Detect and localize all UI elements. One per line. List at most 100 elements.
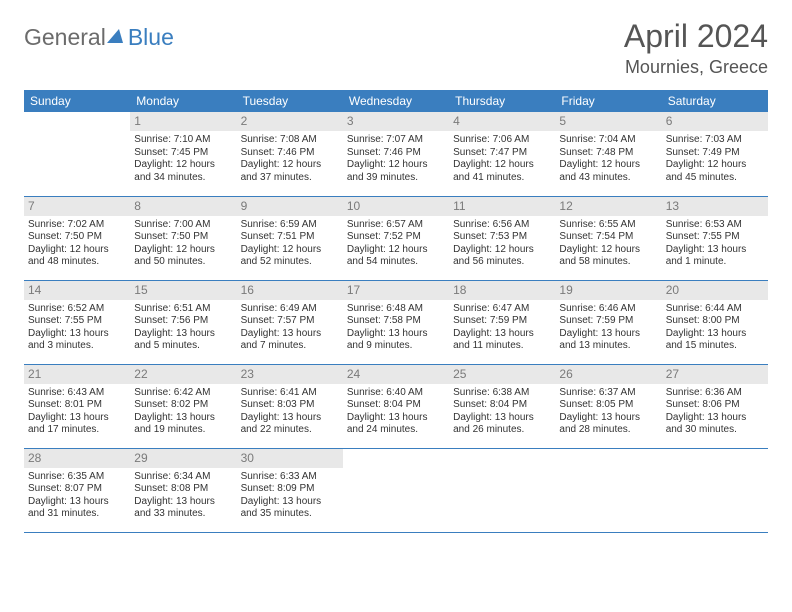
day-number: 1 xyxy=(130,112,236,131)
sunrise-text: Sunrise: 7:08 AM xyxy=(241,134,339,147)
day-number: 28 xyxy=(24,449,130,468)
sunset-text: Sunset: 7:47 PM xyxy=(453,147,551,160)
sunset-text: Sunset: 8:02 PM xyxy=(134,399,232,412)
sunrise-text: Sunrise: 6:57 AM xyxy=(347,219,445,232)
weekday-thursday: Thursday xyxy=(449,90,555,112)
weekday-tuesday: Tuesday xyxy=(237,90,343,112)
daylight-text: Daylight: 13 hours xyxy=(453,412,551,425)
sunrise-text: Sunrise: 6:44 AM xyxy=(666,303,764,316)
day-number: 16 xyxy=(237,281,343,300)
daylight-text: Daylight: 13 hours xyxy=(666,244,764,257)
sunrise-text: Sunrise: 6:53 AM xyxy=(666,219,764,232)
daylight-text: Daylight: 13 hours xyxy=(559,328,657,341)
day-number: 2 xyxy=(237,112,343,131)
calendar-cell: 9Sunrise: 6:59 AMSunset: 7:51 PMDaylight… xyxy=(237,196,343,280)
day-number: 10 xyxy=(343,197,449,216)
daylight-text: Daylight: 12 hours xyxy=(453,244,551,257)
daylight-text: and 17 minutes. xyxy=(28,424,126,437)
daylight-text: Daylight: 13 hours xyxy=(28,412,126,425)
calendar-body: 1Sunrise: 7:10 AMSunset: 7:45 PMDaylight… xyxy=(24,112,768,532)
sunset-text: Sunset: 8:05 PM xyxy=(559,399,657,412)
daylight-text: and 19 minutes. xyxy=(134,424,232,437)
day-number: 5 xyxy=(555,112,661,131)
calendar-cell: 21Sunrise: 6:43 AMSunset: 8:01 PMDayligh… xyxy=(24,364,130,448)
sunrise-text: Sunrise: 6:59 AM xyxy=(241,219,339,232)
day-number: 15 xyxy=(130,281,236,300)
calendar-cell: 22Sunrise: 6:42 AMSunset: 8:02 PMDayligh… xyxy=(130,364,236,448)
daylight-text: and 54 minutes. xyxy=(347,256,445,269)
calendar-cell xyxy=(555,448,661,532)
daylight-text: and 22 minutes. xyxy=(241,424,339,437)
calendar-cell: 10Sunrise: 6:57 AMSunset: 7:52 PMDayligh… xyxy=(343,196,449,280)
calendar-cell xyxy=(24,112,130,196)
calendar-cell: 29Sunrise: 6:34 AMSunset: 8:08 PMDayligh… xyxy=(130,448,236,532)
calendar-cell: 5Sunrise: 7:04 AMSunset: 7:48 PMDaylight… xyxy=(555,112,661,196)
daylight-text: and 7 minutes. xyxy=(241,340,339,353)
daylight-text: Daylight: 12 hours xyxy=(347,244,445,257)
sunrise-text: Sunrise: 6:47 AM xyxy=(453,303,551,316)
calendar-cell xyxy=(343,448,449,532)
calendar-cell: 25Sunrise: 6:38 AMSunset: 8:04 PMDayligh… xyxy=(449,364,555,448)
daylight-text: Daylight: 12 hours xyxy=(453,159,551,172)
sunset-text: Sunset: 7:46 PM xyxy=(347,147,445,160)
sunrise-text: Sunrise: 6:37 AM xyxy=(559,387,657,400)
day-number: 30 xyxy=(237,449,343,468)
weekday-sunday: Sunday xyxy=(24,90,130,112)
daylight-text: Daylight: 13 hours xyxy=(241,328,339,341)
calendar-cell: 4Sunrise: 7:06 AMSunset: 7:47 PMDaylight… xyxy=(449,112,555,196)
day-number: 20 xyxy=(662,281,768,300)
sunrise-text: Sunrise: 6:56 AM xyxy=(453,219,551,232)
sunrise-text: Sunrise: 6:42 AM xyxy=(134,387,232,400)
sunrise-text: Sunrise: 6:43 AM xyxy=(28,387,126,400)
calendar-cell: 28Sunrise: 6:35 AMSunset: 8:07 PMDayligh… xyxy=(24,448,130,532)
daylight-text: and 15 minutes. xyxy=(666,340,764,353)
sunset-text: Sunset: 7:59 PM xyxy=(559,315,657,328)
sunrise-text: Sunrise: 7:02 AM xyxy=(28,219,126,232)
day-number: 13 xyxy=(662,197,768,216)
daylight-text: Daylight: 13 hours xyxy=(134,496,232,509)
day-number: 14 xyxy=(24,281,130,300)
day-number: 25 xyxy=(449,365,555,384)
daylight-text: and 33 minutes. xyxy=(134,508,232,521)
daylight-text: and 50 minutes. xyxy=(134,256,232,269)
daylight-text: and 5 minutes. xyxy=(134,340,232,353)
page-title: April 2024 xyxy=(624,18,768,55)
daylight-text: and 48 minutes. xyxy=(28,256,126,269)
daylight-text: and 43 minutes. xyxy=(559,172,657,185)
day-number: 4 xyxy=(449,112,555,131)
calendar-cell: 8Sunrise: 7:00 AMSunset: 7:50 PMDaylight… xyxy=(130,196,236,280)
calendar-cell: 30Sunrise: 6:33 AMSunset: 8:09 PMDayligh… xyxy=(237,448,343,532)
sunrise-text: Sunrise: 6:48 AM xyxy=(347,303,445,316)
day-number: 29 xyxy=(130,449,236,468)
calendar-row: 14Sunrise: 6:52 AMSunset: 7:55 PMDayligh… xyxy=(24,280,768,364)
calendar-row: 7Sunrise: 7:02 AMSunset: 7:50 PMDaylight… xyxy=(24,196,768,280)
daylight-text: Daylight: 13 hours xyxy=(347,328,445,341)
daylight-text: and 58 minutes. xyxy=(559,256,657,269)
daylight-text: Daylight: 13 hours xyxy=(666,328,764,341)
calendar-cell: 12Sunrise: 6:55 AMSunset: 7:54 PMDayligh… xyxy=(555,196,661,280)
day-number: 6 xyxy=(662,112,768,131)
daylight-text: Daylight: 12 hours xyxy=(666,159,764,172)
sunrise-text: Sunrise: 7:10 AM xyxy=(134,134,232,147)
sunset-text: Sunset: 7:59 PM xyxy=(453,315,551,328)
title-block: April 2024 Mournies, Greece xyxy=(624,18,768,78)
sunset-text: Sunset: 7:57 PM xyxy=(241,315,339,328)
sunset-text: Sunset: 7:54 PM xyxy=(559,231,657,244)
calendar-cell: 2Sunrise: 7:08 AMSunset: 7:46 PMDaylight… xyxy=(237,112,343,196)
daylight-text: Daylight: 13 hours xyxy=(241,496,339,509)
sunrise-text: Sunrise: 6:49 AM xyxy=(241,303,339,316)
day-number: 11 xyxy=(449,197,555,216)
page-subtitle: Mournies, Greece xyxy=(624,57,768,78)
day-number: 22 xyxy=(130,365,236,384)
sunrise-text: Sunrise: 7:03 AM xyxy=(666,134,764,147)
daylight-text: and 13 minutes. xyxy=(559,340,657,353)
weekday-monday: Monday xyxy=(130,90,236,112)
calendar-row: 28Sunrise: 6:35 AMSunset: 8:07 PMDayligh… xyxy=(24,448,768,532)
sunset-text: Sunset: 8:07 PM xyxy=(28,483,126,496)
day-number: 9 xyxy=(237,197,343,216)
daylight-text: and 1 minute. xyxy=(666,256,764,269)
calendar-cell: 1Sunrise: 7:10 AMSunset: 7:45 PMDaylight… xyxy=(130,112,236,196)
calendar-cell: 7Sunrise: 7:02 AMSunset: 7:50 PMDaylight… xyxy=(24,196,130,280)
logo-text-general: General xyxy=(24,24,106,51)
daylight-text: Daylight: 12 hours xyxy=(134,244,232,257)
